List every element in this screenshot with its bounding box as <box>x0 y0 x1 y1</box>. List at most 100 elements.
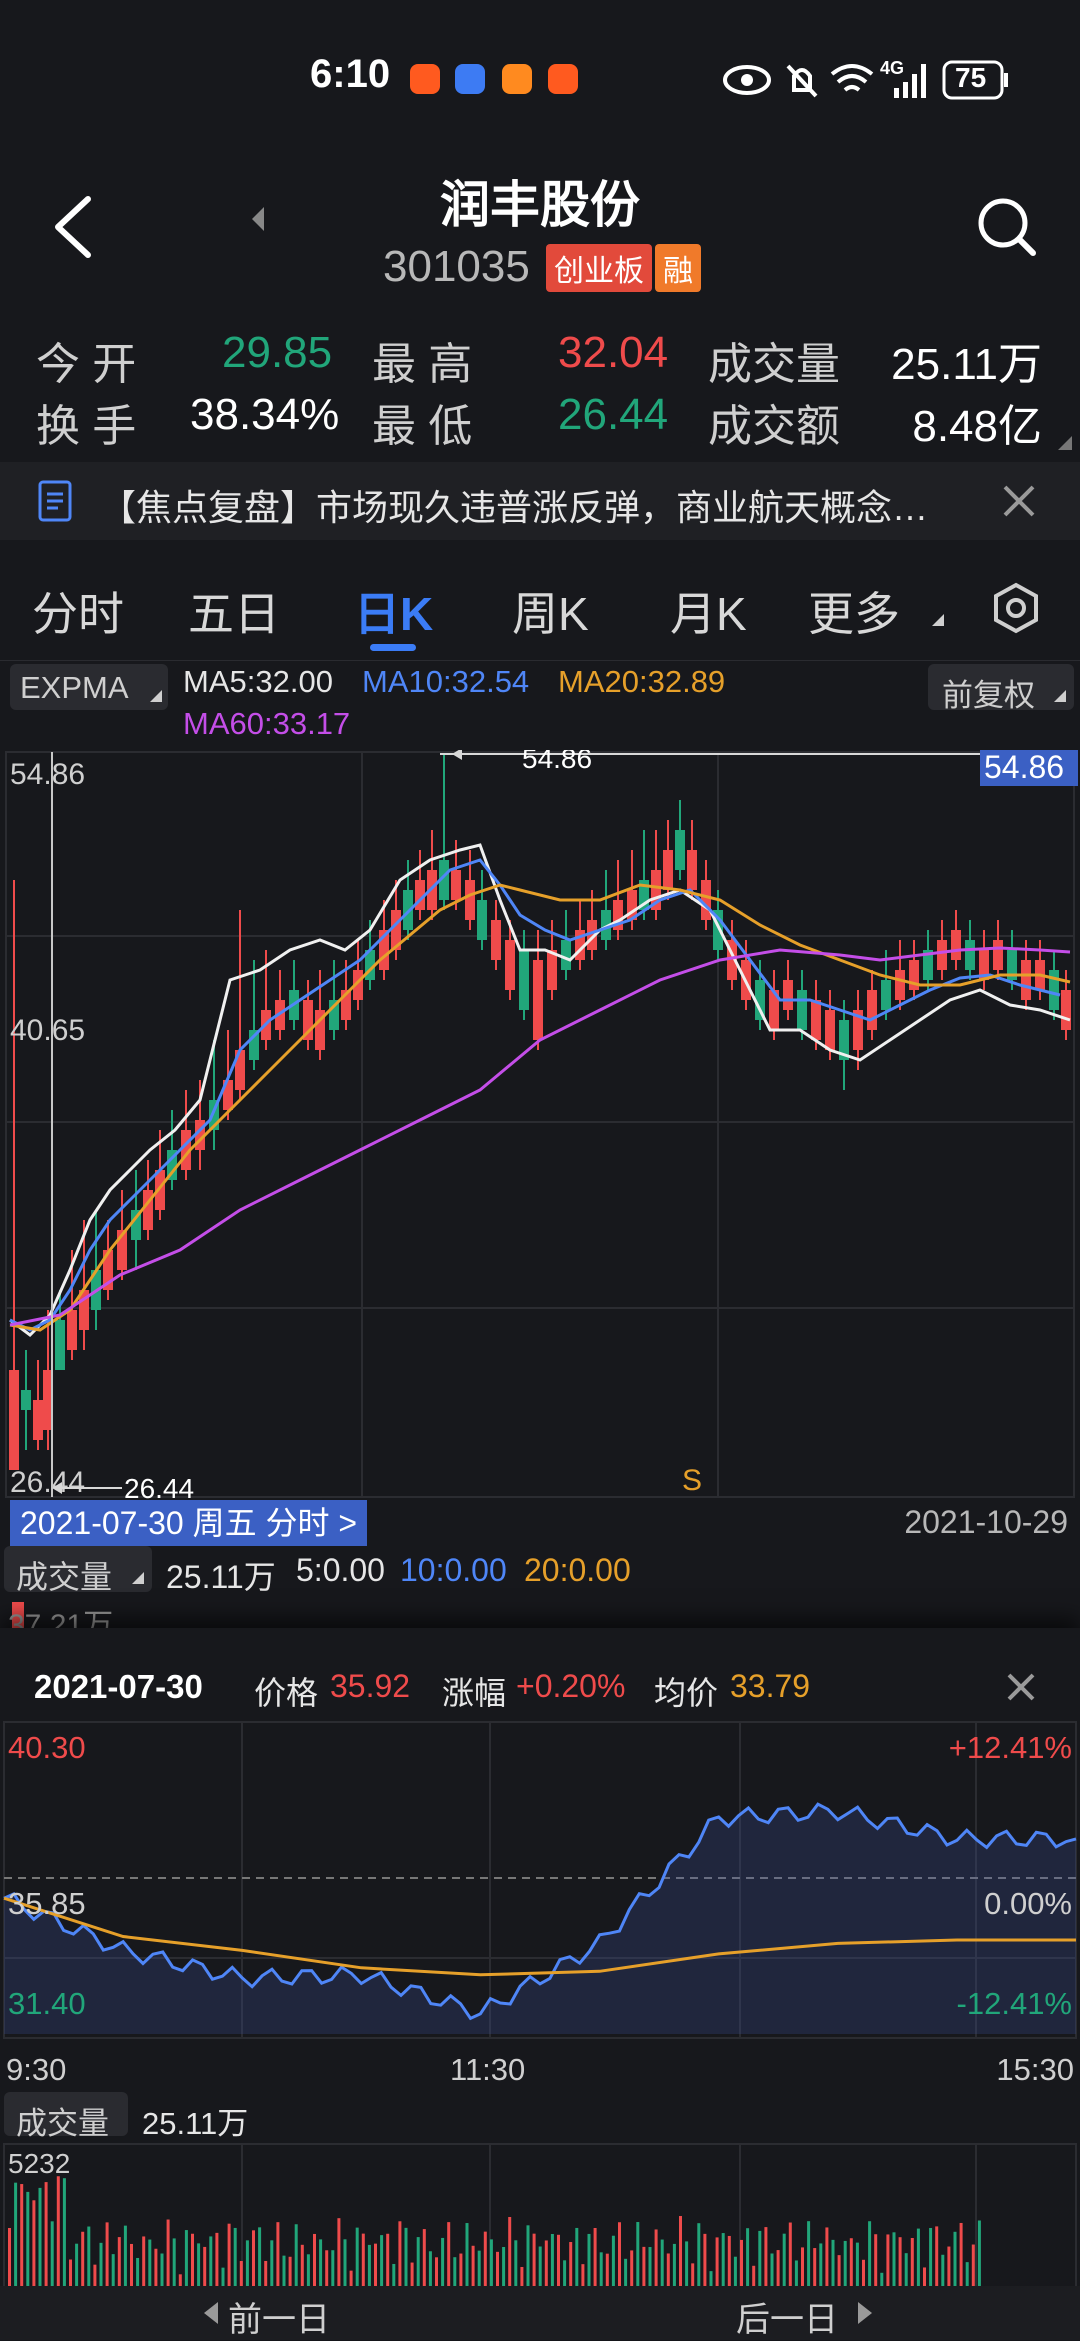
active-tab-indicator <box>370 644 416 651</box>
tab-weekly-k[interactable]: 周K <box>512 588 589 640</box>
tab-monthly-k[interactable]: 月K <box>670 588 747 640</box>
top-pct: +12.41% <box>948 1730 1072 1765</box>
volume-bar <box>441 2237 445 2288</box>
candle-body <box>1007 950 1017 980</box>
volume-bar <box>544 2240 548 2288</box>
volume-bar <box>239 2261 243 2288</box>
volume-selector[interactable]: 成交量 <box>4 1546 152 1595</box>
volume-bar <box>123 2225 127 2288</box>
tab-more[interactable]: 更多 <box>808 588 900 640</box>
candle-body <box>881 980 891 1010</box>
candle-body <box>853 1010 863 1050</box>
settings-icon[interactable] <box>990 582 1042 634</box>
volume-bar <box>929 2227 933 2288</box>
volume-bar <box>416 2237 420 2288</box>
volume-bar <box>770 2253 774 2288</box>
mute-bell-icon <box>786 64 818 98</box>
candle-body <box>235 1050 245 1090</box>
expand-corner-icon[interactable] <box>1058 436 1072 450</box>
volume-bar <box>703 2233 707 2288</box>
notification-icons <box>410 60 585 100</box>
volume-bar <box>648 2247 652 2288</box>
volume-bar <box>215 2232 219 2288</box>
volume-bar <box>825 2227 829 2288</box>
candle-body <box>329 1000 339 1030</box>
price-area <box>4 1804 1076 2034</box>
volume-bar <box>904 2253 908 2288</box>
candle-body <box>491 920 501 960</box>
candle-body <box>33 1400 43 1440</box>
app-icon <box>548 64 578 94</box>
volume-bar <box>245 2240 249 2288</box>
ma-lines <box>9 843 1071 1337</box>
kline-chart[interactable]: 54.86 54.86 54.86 40.65 26.44 26.44 S <box>0 750 1080 1500</box>
volume-bar <box>477 2250 481 2288</box>
news-bar[interactable]: 【焦点复盘】市场现久违普涨反弹，商业航天概念… <box>0 462 1080 540</box>
volume-bar <box>337 2218 341 2288</box>
volume-bar <box>538 2246 542 2288</box>
volume-bar <box>26 2191 30 2288</box>
news-text[interactable]: 【焦点复盘】市场现久违普涨反弹，商业航天概念… <box>100 487 929 528</box>
prev-stock-icon[interactable] <box>248 205 268 233</box>
candle-body <box>341 990 351 1020</box>
crosshair-date-tag[interactable]: 2021-07-30 周五 分时 > <box>10 1500 368 1546</box>
volume-bar <box>136 2257 140 2288</box>
candle-body <box>839 1020 849 1060</box>
caret-left-icon <box>204 2302 218 2324</box>
footer-bar: 前一日 后一日 <box>0 2286 1080 2340</box>
max-tag: 54.86 <box>984 750 1064 785</box>
volume-bar <box>782 2233 786 2288</box>
expma-selector[interactable]: EXPMA <box>10 664 168 710</box>
candle-body <box>79 1290 89 1330</box>
volume-bar <box>12 1602 24 1628</box>
volume-bar <box>142 2236 146 2288</box>
volume-bar <box>197 2243 201 2288</box>
close-icon[interactable] <box>1002 484 1036 518</box>
volume-bar <box>422 2229 426 2288</box>
volume-bar <box>660 2239 664 2288</box>
volume-bar <box>740 2239 743 2288</box>
amount-label: 成交额 <box>708 402 840 451</box>
volume-bar <box>801 2247 804 2288</box>
volume-bar <box>587 2233 591 2288</box>
search-icon[interactable] <box>975 195 1039 259</box>
volume-bar <box>807 2221 811 2288</box>
candle-body <box>895 970 905 1000</box>
volume-bar <box>81 2231 85 2288</box>
tab-intraday[interactable]: 分时 <box>32 588 124 640</box>
volume-bar <box>111 2254 115 2288</box>
tab-daily-k[interactable]: 日K <box>354 588 434 640</box>
next-day-label: 后一日 <box>736 2301 838 2339</box>
volume-bar <box>941 2254 945 2288</box>
candle-body <box>181 1130 191 1170</box>
candle-body <box>439 860 449 900</box>
tab-five-day[interactable]: 五日 <box>188 588 280 640</box>
volume-bar <box>514 2240 518 2288</box>
volume-bar <box>831 2239 835 2288</box>
volume-ma20: 20:0.00 <box>524 1552 631 1588</box>
change-value: +0.20% <box>516 1668 626 1704</box>
back-icon[interactable] <box>48 195 98 259</box>
ma60-value: MA60:33.17 <box>183 706 351 741</box>
candle-body <box>223 1080 233 1110</box>
volume-bar <box>874 2234 878 2288</box>
low-value: 26.44 <box>558 390 669 439</box>
volume-bar <box>709 2271 713 2288</box>
volume-bar <box>172 2238 176 2288</box>
intraday-chart[interactable] <box>0 1720 1080 2040</box>
volume-bar <box>355 2227 359 2288</box>
volume-bar <box>532 2233 536 2288</box>
volume-bar <box>313 2233 316 2288</box>
candle-body <box>415 880 425 910</box>
candle-body <box>1049 970 1059 1010</box>
dropdown-corner-icon <box>932 614 944 626</box>
candle-body <box>9 1370 19 1470</box>
volume-bar <box>788 2222 792 2288</box>
volume-bar <box>361 2233 365 2288</box>
candle-body <box>195 1120 205 1150</box>
ma20-line <box>9 883 1071 1332</box>
candle-body <box>811 1000 821 1040</box>
adjust-selector[interactable]: 前复权 <box>928 664 1074 713</box>
close-panel-icon[interactable] <box>1006 1672 1036 1702</box>
candle-body <box>167 1150 177 1180</box>
